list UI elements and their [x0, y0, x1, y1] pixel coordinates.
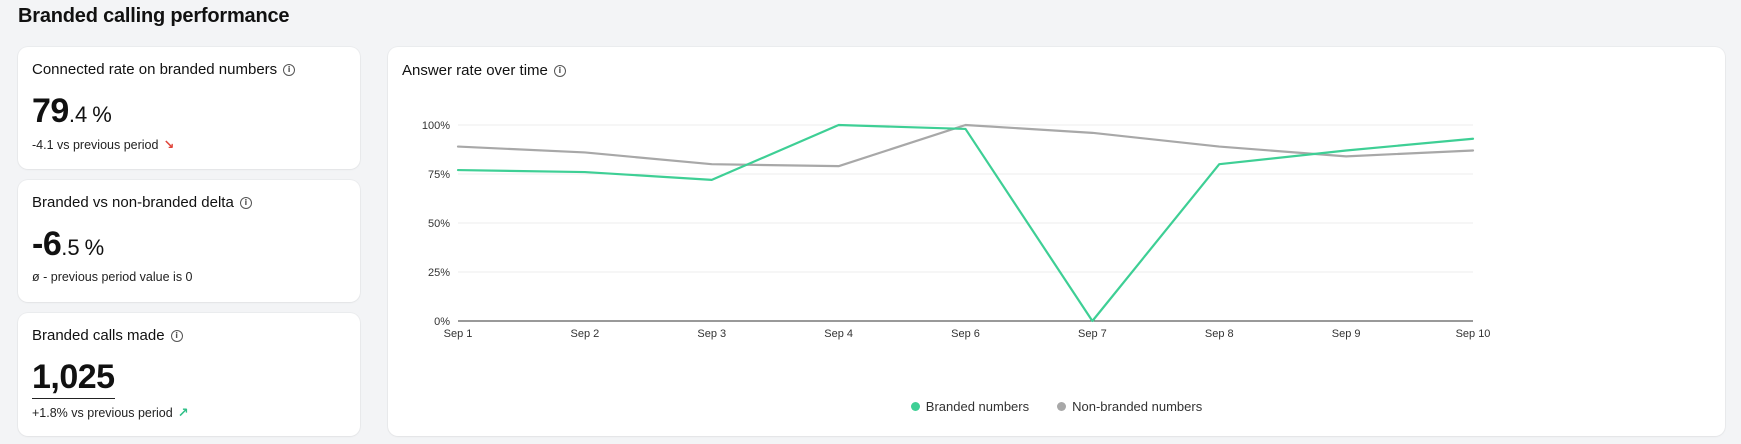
- legend-item[interactable]: Non-branded numbers: [1057, 399, 1202, 414]
- section-title: Branded calling performance: [18, 5, 290, 27]
- legend-label: Branded numbers: [925, 399, 1030, 414]
- chart-title: Answer rate over time: [402, 62, 548, 79]
- connected-rate-unit: %: [92, 102, 112, 127]
- y-tick-label: 75%: [428, 169, 450, 181]
- connected-rate-card: Connected rate on branded numbers i 79 .…: [18, 47, 360, 169]
- branded-delta-int: -6: [32, 225, 62, 263]
- branded-calls-value-row: 1,025: [32, 358, 346, 399]
- connected-rate-title: Connected rate on branded numbers: [32, 61, 278, 78]
- branded-calls-sub: +1.8% vs previous period: [32, 406, 173, 420]
- x-tick-label: Sep 9: [1332, 328, 1361, 340]
- branded-delta-title-row: Branded vs non-branded delta i: [32, 194, 346, 211]
- legend-dot-icon: [910, 402, 920, 411]
- connected-rate-value: 79 .4 %: [32, 92, 346, 131]
- connected-rate-sub: -4.1 vs previous period: [32, 138, 159, 152]
- chart-legend: Branded numbers Non-branded numbers: [388, 399, 1725, 414]
- y-tick-label: 50%: [428, 218, 450, 230]
- series-line-non-branded-numbers: [456, 123, 1475, 168]
- chart-title-row: Answer rate over time i: [402, 62, 566, 79]
- x-tick-label: Sep 2: [571, 328, 600, 340]
- branded-delta-unit: %: [84, 235, 105, 260]
- legend-label: Non-branded numbers: [1072, 399, 1203, 414]
- legend-dot-icon: [1057, 402, 1067, 411]
- x-tick-label: Sep 6: [951, 328, 980, 340]
- y-tick-label: 0%: [434, 316, 450, 328]
- x-tick-label: Sep 1: [444, 328, 473, 340]
- branded-calls-comparison: +1.8% vs previous period ↗: [32, 405, 346, 421]
- legend-item[interactable]: Branded numbers: [910, 399, 1030, 414]
- connected-rate-title-row: Connected rate on branded numbers i: [32, 61, 346, 78]
- x-tick-label: Sep 10: [1456, 328, 1491, 340]
- branded-calls-card: Branded calls made i 1,025 +1.8% vs prev…: [18, 313, 360, 436]
- branded-delta-card: Branded vs non-branded delta i -6 .5 % ø…: [18, 180, 360, 302]
- answer-rate-chart-card: 0% 25% 50% 75% 100% Sep 1 Sep 2 Sep 3 Sep 4 Sep 6…: [388, 47, 1725, 436]
- connected-rate-int: 79: [32, 92, 69, 130]
- answer-rate-chart: 0% 25% 50% 75% 100% Sep 1 Sep 2 Sep 3 Sep 4 Sep 6…: [422, 120, 1491, 340]
- y-tick-label: 100%: [422, 120, 450, 132]
- branded-delta-value: -6 .5 %: [32, 225, 346, 264]
- x-tick-label: Sep 4: [824, 328, 853, 340]
- x-tick-label: Sep 3: [697, 328, 726, 340]
- info-icon[interactable]: i: [283, 63, 296, 76]
- connected-rate-comparison: -4.1 vs previous period ↘: [32, 137, 346, 153]
- info-icon[interactable]: i: [170, 329, 183, 342]
- branded-delta-dec: .5: [61, 235, 80, 260]
- x-tick-label: Sep 7: [1078, 328, 1107, 340]
- branded-calls-value[interactable]: 1,025: [32, 358, 115, 399]
- x-tick-label: Sep 8: [1205, 328, 1234, 340]
- info-icon[interactable]: i: [239, 196, 252, 209]
- branded-delta-sub: ø - previous period value is 0: [32, 270, 193, 284]
- info-icon[interactable]: i: [553, 64, 566, 77]
- trend-up-icon: ↗: [177, 405, 189, 420]
- y-tick-label: 25%: [428, 267, 450, 279]
- branded-calls-title: Branded calls made: [32, 327, 165, 344]
- connected-rate-dec: .4: [68, 102, 88, 127]
- branded-delta-title: Branded vs non-branded delta: [32, 194, 234, 211]
- branded-calls-title-row: Branded calls made i: [32, 327, 346, 344]
- trend-down-icon: ↘: [163, 137, 175, 152]
- branded-delta-comparison: ø - previous period value is 0: [32, 270, 346, 284]
- series-line-branded-numbers: [456, 123, 1475, 323]
